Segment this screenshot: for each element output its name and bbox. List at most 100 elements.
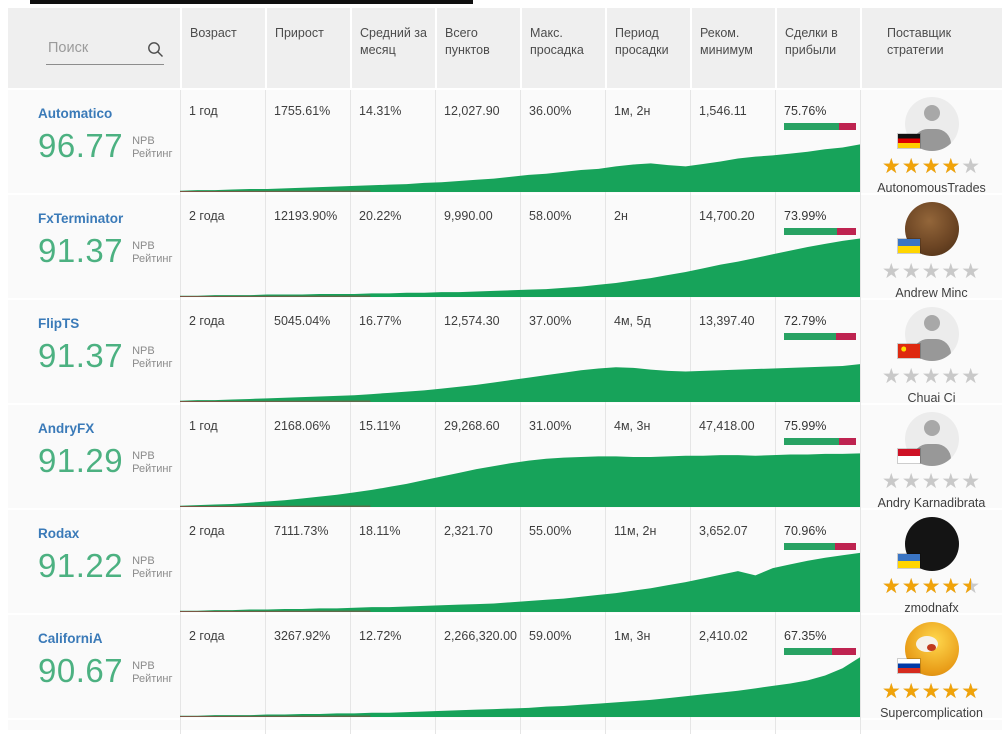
profit-trades-cell: 75.99% [775,405,860,512]
drawdown-period-value: 4м, 5д [605,300,690,407]
profit-trades-value: 70.96% [784,524,827,538]
strategy-name-link[interactable]: Automatico [38,106,113,121]
table-row[interactable]: FlipTS 91.37 NPB Рейтинг 2 года 5045.04% … [8,300,1002,407]
provider-name[interactable]: Chuai Ci [907,391,956,405]
star-icons-empty: ★★★★★ [881,155,982,178]
star-icons-filled: ★★★★★ [881,681,978,702]
drawdown-period-value: 11м, 2н [605,510,690,617]
monthly-avg-value: 16.77% [350,300,435,407]
country-flag-icon [897,554,920,568]
strategy-name-link[interactable]: CaliforniA [38,631,103,646]
npb-rating-value: 96.77 [38,127,124,164]
age-value: 1 год [180,90,265,197]
star-rating[interactable]: ★★★★★ ★★★★★ [882,366,981,387]
growth-value: 5045.04% [265,300,350,407]
profit-trades-cell: 75.76% [775,90,860,197]
table-row[interactable]: CaliforniA 90.67 NPB Рейтинг 2 года 3267.… [8,615,1002,722]
total-points-value: 29,268.60 [435,405,520,512]
total-points-value: 12,027.90 [435,90,520,197]
partial-next-row [8,720,1002,734]
provider-avatar[interactable] [897,97,959,151]
max-drawdown-value: 31.00% [520,405,605,512]
provider-avatar[interactable] [897,202,959,256]
star-icons-filled: ★★★★★ [881,576,971,597]
country-flag-icon [897,449,920,463]
strategy-cell: AndryFX 91.29 NPB Рейтинг [8,405,180,512]
column-header-points[interactable]: Всего пунктов [435,8,520,88]
column-header-growth[interactable]: Прирост [265,8,350,88]
monthly-avg-value: 12.72% [350,615,435,722]
provider-name[interactable]: zmodnafx [904,601,959,615]
strategy-name-link[interactable]: FxTerminator [38,211,124,226]
strategy-cell: FlipTS 91.37 NPB Рейтинг [8,300,180,407]
recommended-min-value: 14,700.20 [690,195,775,302]
country-flag-icon [897,134,920,148]
star-icons-empty: ★★★★★ [881,365,982,388]
search-box[interactable] [46,39,164,65]
star-rating[interactable]: ★★★★★ ★★★★★ [882,471,981,492]
npb-rating-label: NPB Рейтинг [132,135,173,160]
recommended-min-value: 1,546.11 [690,90,775,197]
table-row[interactable]: Automatico 96.77 NPB Рейтинг 1 год 1755.6… [8,90,1002,197]
profit-ratio-bar [784,333,856,340]
profit-ratio-bar [784,438,856,445]
max-drawdown-value: 37.00% [520,300,605,407]
strategy-cell: Automatico 96.77 NPB Рейтинг [8,90,180,197]
strategy-name-link[interactable]: Rodax [38,526,80,541]
profit-ratio-bar [784,543,856,550]
strategy-name-link[interactable]: AndryFX [38,421,95,436]
column-header-age[interactable]: Возраст [180,8,265,88]
table-header: Возраст Прирост Средний за месяц Всего п… [8,8,1002,88]
total-points-value: 12,574.30 [435,300,520,407]
growth-value: 12193.90% [265,195,350,302]
max-drawdown-value: 58.00% [520,195,605,302]
npb-rating-label: NPB Рейтинг [132,240,173,265]
profit-ratio-bar [784,648,856,655]
total-points-value: 2,321.70 [435,510,520,617]
profit-trades-cell: 70.96% [775,510,860,617]
table-row[interactable]: AndryFX 91.29 NPB Рейтинг 1 год 2168.06% … [8,405,1002,512]
provider-cell: ★★★★★ ★★★★★ zmodnafx [860,510,1002,617]
column-header-monthly[interactable]: Средний за месяц [350,8,435,88]
max-drawdown-value: 59.00% [520,615,605,722]
column-header-profit[interactable]: Сделки в прибыли [775,8,860,88]
provider-name[interactable]: Supercomplication [880,706,983,720]
column-header-drawdown[interactable]: Макс. просадка [520,8,605,88]
strategy-cell: FxTerminator 91.37 NPB Рейтинг [8,195,180,302]
recommended-min-value: 2,410.02 [690,615,775,722]
star-rating[interactable]: ★★★★★ ★★★★★ [882,156,981,177]
provider-name[interactable]: AutonomousTrades [877,181,986,195]
star-rating[interactable]: ★★★★★ ★★★★★ [882,576,981,597]
table-row[interactable]: Rodax 91.22 NPB Рейтинг 2 года 7111.73% 1… [8,510,1002,617]
star-rating[interactable]: ★★★★★ ★★★★★ [882,261,981,282]
table-row[interactable]: FxTerminator 91.37 NPB Рейтинг 2 года 121… [8,195,1002,302]
provider-name[interactable]: Andry Karnadibrata [877,496,986,510]
drawdown-period-value: 1м, 2н [605,90,690,197]
strategy-name-link[interactable]: FlipTS [38,316,80,331]
recommended-min-value: 47,418.00 [690,405,775,512]
profit-trades-value: 75.76% [784,104,827,118]
npb-rating-value: 91.37 [38,232,124,269]
star-rating[interactable]: ★★★★★ ★★★★★ [882,681,981,702]
provider-avatar[interactable] [897,517,959,571]
star-icons-empty: ★★★★★ [881,470,982,493]
column-header-dd-period[interactable]: Период просадки [605,8,690,88]
profit-trades-value: 73.99% [784,209,827,223]
provider-name[interactable]: Andrew Minc [895,286,968,300]
star-icons-empty: ★★★★★ [881,680,982,703]
recommended-min-value: 13,397.40 [690,300,775,407]
provider-cell: ★★★★★ ★★★★★ AutonomousTrades [860,90,1002,197]
column-header-provider[interactable]: Поставщик стратегии [860,8,1002,88]
table-body: Automatico 96.77 NPB Рейтинг 1 год 1755.6… [8,90,1002,722]
search-input[interactable] [46,39,142,57]
provider-cell: ★★★★★ ★★★★★ Andrew Minc [860,195,1002,302]
provider-avatar[interactable] [897,307,959,361]
max-drawdown-value: 55.00% [520,510,605,617]
monthly-avg-value: 14.31% [350,90,435,197]
profit-trades-value: 72.79% [784,314,827,328]
column-header-min[interactable]: Реком. минимум [690,8,775,88]
monthly-avg-value: 20.22% [350,195,435,302]
provider-avatar[interactable] [897,412,959,466]
profit-trades-value: 67.35% [784,629,827,643]
provider-avatar[interactable] [897,622,959,676]
